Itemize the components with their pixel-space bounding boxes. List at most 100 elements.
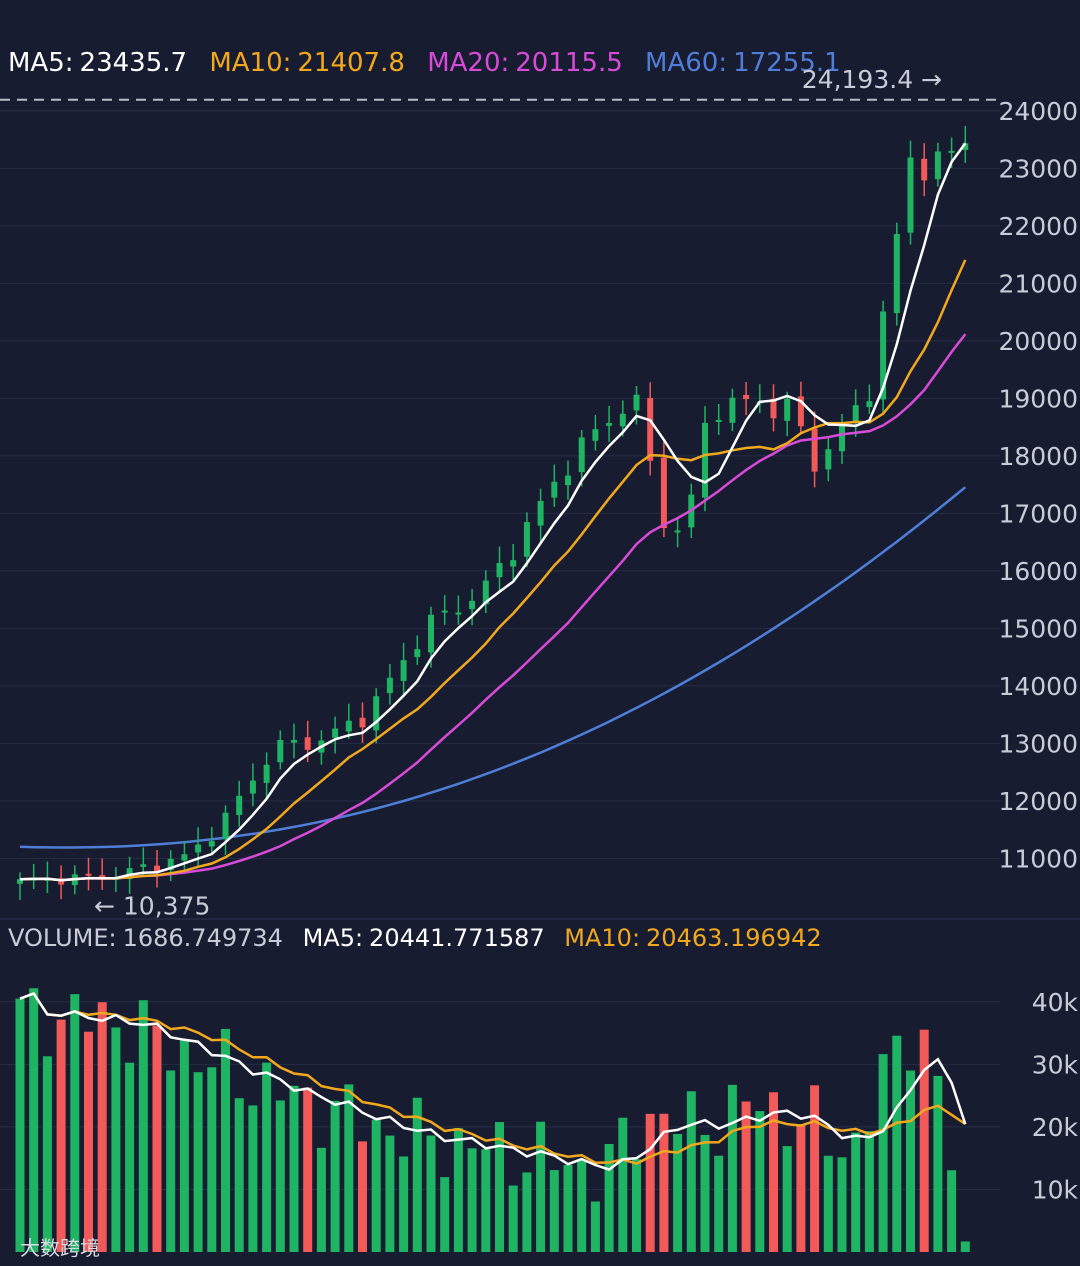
candle-body [537, 501, 544, 526]
label-layer: 24,193.4 → ← 10,375 [94, 65, 942, 920]
grid-layer: 11000 12000 13000 14000 15000 16000 17000 18000… [0, 97, 1080, 1204]
candle-body [85, 873, 92, 876]
volume-bar [549, 1170, 559, 1252]
high-price-label: 24,193.4 → [802, 65, 942, 94]
ma20-legend-value: 20115.5 [515, 48, 623, 78]
volume-ma10-legend: MA10: 20463.196942 [564, 924, 821, 952]
candle-body [633, 394, 640, 411]
volume-bar [70, 994, 80, 1252]
ma10-legend-value: 21407.8 [297, 48, 405, 78]
volume-bar [796, 1124, 806, 1252]
watermark-text: 大数跨境 [20, 1236, 100, 1260]
candle-body [784, 398, 791, 421]
candle-body [934, 151, 941, 180]
candle-body [592, 429, 599, 441]
ma10-legend-label: MA10: [209, 48, 292, 78]
volume-bar [316, 1147, 326, 1252]
volume-bar [933, 1075, 943, 1252]
candle-body [167, 858, 174, 870]
price-tick-label: 23000 [998, 154, 1078, 183]
volume-bar [399, 1156, 409, 1252]
volume-bar [179, 1040, 189, 1252]
candle-body [181, 854, 188, 861]
candle-body [866, 401, 873, 408]
candle-body [332, 728, 339, 738]
candle-body [948, 150, 955, 153]
price-tick-label: 19000 [998, 384, 1078, 413]
candle-body [825, 449, 832, 470]
volume-bar [618, 1117, 628, 1252]
candle-body [236, 795, 243, 815]
volume-bar [892, 1035, 902, 1252]
volume-bar [878, 1054, 888, 1252]
volume-bar [221, 1028, 230, 1252]
volume-bar [837, 1157, 847, 1252]
candle-body [811, 428, 818, 472]
volume-bar [371, 1119, 381, 1252]
price-tick-label: 17000 [998, 499, 1078, 528]
volume-bar [358, 1141, 367, 1252]
ma60-legend-label: MA60: [645, 48, 728, 78]
candle-body [551, 481, 558, 498]
candle-body [893, 234, 900, 314]
candle-body [907, 157, 914, 233]
volume-bar [645, 1113, 655, 1252]
candle-body [647, 397, 654, 461]
candle-body [510, 560, 517, 567]
candle-body [469, 600, 476, 610]
volume-bar [673, 1133, 683, 1252]
volume-bar [193, 1072, 203, 1252]
price-tick-label: 14000 [998, 672, 1078, 701]
volume-bar [590, 1201, 600, 1252]
candle-body [263, 764, 270, 783]
volume-bar [632, 1159, 641, 1252]
candle-body [277, 740, 284, 763]
volume-bar [727, 1084, 737, 1252]
volume-bar [166, 1070, 176, 1252]
volume-bar [851, 1132, 861, 1252]
candle-body [770, 398, 777, 419]
candle-body [386, 677, 393, 694]
volume-bar [453, 1128, 463, 1252]
candle-body [565, 475, 571, 486]
candle-body [674, 530, 681, 533]
volume-legend: VOLUME: 1686.749734 MA5: 20441.771587 MA10… [8, 922, 834, 954]
volume-bar [207, 1067, 217, 1252]
candle-body [291, 739, 297, 743]
volume-bar [97, 1002, 107, 1252]
candle-body [482, 580, 489, 605]
volume-bar [84, 1031, 93, 1252]
volume-bar [481, 1149, 491, 1252]
volume-bar [604, 1144, 614, 1252]
volume-ma5-value: 20441.771587 [369, 924, 545, 952]
candle-body [702, 422, 708, 498]
volume-bar [234, 1098, 244, 1252]
price-tick-label: 20000 [998, 327, 1078, 356]
ma5-legend: MA5: 23435.7 [8, 48, 195, 78]
volume-bar [741, 1101, 751, 1252]
candle-body [797, 396, 804, 427]
candle-body [743, 394, 750, 400]
volume-bar [15, 998, 25, 1252]
volume-bar [467, 1148, 477, 1252]
candle-body [578, 437, 585, 473]
ma5-legend-value: 23435.7 [79, 48, 188, 78]
low-price-label: ← 10,375 [94, 891, 210, 920]
ma60-legend: MA60: 17255.1 [645, 48, 841, 78]
candle-body [359, 717, 366, 728]
ma20-legend: MA20: 20115.5 [427, 48, 631, 78]
candle-body [962, 143, 969, 150]
volume-bar [125, 1062, 135, 1252]
volume-bar [42, 1056, 52, 1252]
volume-tick-label: 30k [1032, 1050, 1079, 1079]
price-tick-label: 12000 [998, 787, 1078, 816]
ma5-legend-label: MA5: [8, 48, 74, 78]
ma20-line [19, 333, 967, 882]
volume-bar [769, 1092, 778, 1252]
ma-line-layer [19, 142, 967, 882]
volume-bar [152, 1025, 162, 1252]
volume-ma5-line [19, 991, 967, 1171]
volume-bar [303, 1087, 313, 1252]
